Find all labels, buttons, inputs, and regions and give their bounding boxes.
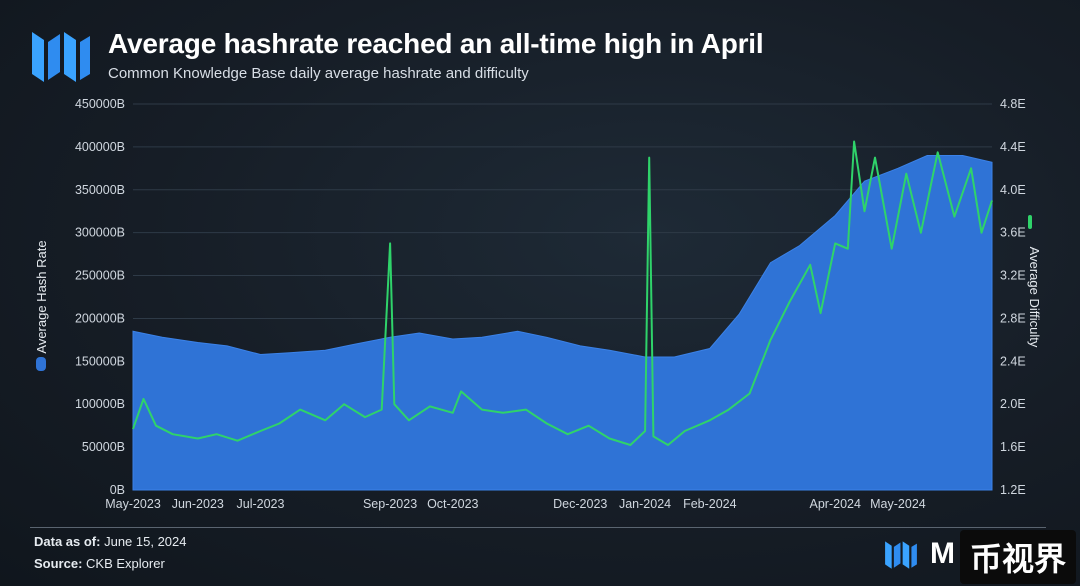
y-right-tick-label: 1.6E — [1000, 440, 1026, 454]
x-tick-label: Jan-2024 — [619, 497, 671, 511]
x-tick-label: Feb-2024 — [683, 497, 737, 511]
y-left-tick-label: 250000B — [75, 269, 125, 283]
watermark: 币视界 — [959, 530, 1076, 584]
brand-logo — [885, 541, 917, 569]
difficulty-line — [132, 140, 993, 446]
y-right-axis-title: Average Difficulty — [1027, 247, 1042, 348]
data-as-of-label: Data as of: — [34, 534, 101, 549]
footer-divider — [30, 527, 1046, 528]
chart-subtitle: Common Knowledge Base daily average hash… — [108, 65, 529, 82]
y-left-tick-label: 100000B — [75, 397, 125, 411]
y-right-tick-label: 4.8E — [1000, 97, 1026, 111]
source-value: CKB Explorer — [86, 556, 165, 571]
x-tick-label: May-2024 — [870, 497, 926, 511]
x-tick-label: Sep-2023 — [363, 497, 417, 511]
y-left-tick-label: 450000B — [75, 97, 125, 111]
y-left-axis-title: Average Hash Rate — [34, 240, 49, 353]
x-tick-label: May-2023 — [105, 497, 161, 511]
y-right-tick-label: 3.2E — [1000, 269, 1026, 283]
y-left-tick-label: 300000B — [75, 226, 125, 240]
data-as-of: Data as of: June 15, 2024 — [34, 534, 187, 549]
x-tick-label: Jul-2023 — [237, 497, 285, 511]
y-right-tick-label: 3.6E — [1000, 226, 1026, 240]
chart-title: Average hashrate reached an all-time hig… — [108, 28, 764, 59]
x-tick-label: Apr-2024 — [810, 497, 861, 511]
x-tick-label: Jun-2023 — [172, 497, 224, 511]
y-left-tick-label: 50000B — [82, 440, 125, 454]
y-right-tick-label: 4.0E — [1000, 183, 1026, 197]
source: Source: CKB Explorer — [34, 556, 165, 571]
chart: 0B 50000B 100000B 150000B 200000B 250000B 3000… — [34, 97, 1042, 511]
legend-swatch-difficulty — [1028, 215, 1032, 229]
y-left-tick-label: 400000B — [75, 140, 125, 154]
data-as-of-value: June 15, 2024 — [104, 534, 187, 549]
y-right-tick-label: 2.8E — [1000, 311, 1026, 325]
y-left-tick-label: 0B — [110, 483, 125, 497]
y-left-tick-label: 150000B — [75, 354, 125, 368]
y-left-tick-label: 200000B — [75, 311, 125, 325]
y-right-tick-label: 2.0E — [1000, 397, 1026, 411]
x-tick-label: Oct-2023 — [427, 497, 478, 511]
y-right-tick-label: 2.4E — [1000, 354, 1026, 368]
messari-logo — [32, 32, 90, 82]
y-left-tick-label: 350000B — [75, 183, 125, 197]
x-tick-label: Dec-2023 — [553, 497, 607, 511]
brand: M — [884, 536, 955, 572]
brand-text: M — [930, 537, 955, 570]
legend-swatch-hashrate — [36, 357, 46, 371]
y-right-tick-label: 1.2E — [1000, 483, 1026, 497]
y-right-tick-label: 4.4E — [1000, 140, 1026, 154]
source-label: Source: — [34, 556, 83, 571]
